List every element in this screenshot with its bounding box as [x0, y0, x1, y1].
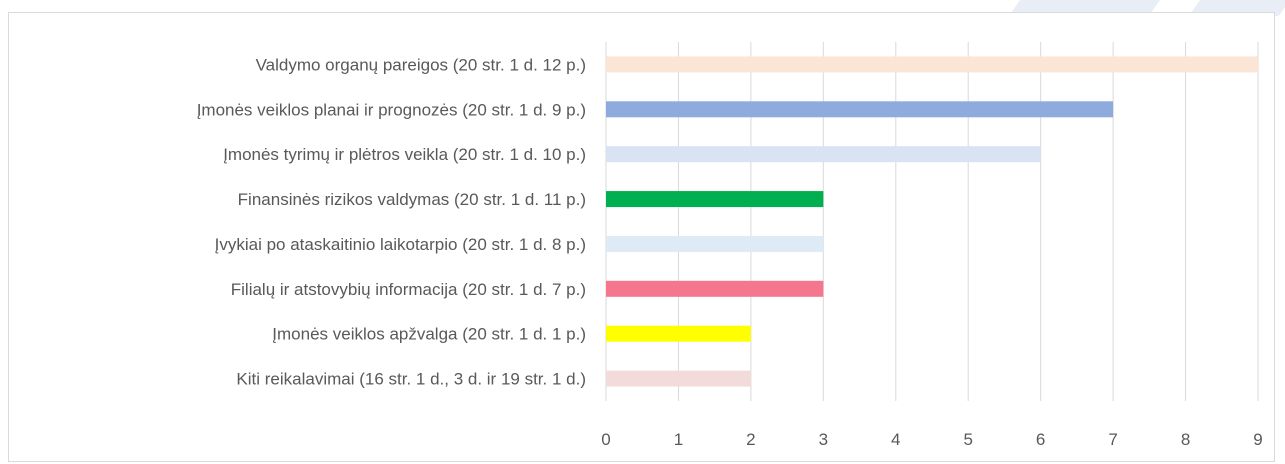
- x-tick-label: 9: [1253, 430, 1262, 449]
- x-tick-label: 0: [601, 430, 610, 449]
- x-tick-label: 7: [1108, 430, 1117, 449]
- x-tick-label: 1: [674, 430, 683, 449]
- category-label: Valdymo organų pareigos (20 str. 1 d. 12…: [256, 55, 586, 74]
- bar: [606, 101, 1114, 118]
- bar: [606, 146, 1041, 163]
- bar: [606, 191, 824, 208]
- bar: [606, 56, 1258, 73]
- bar: [606, 325, 751, 342]
- category-label: Įmonės tyrimų ir plėtros veikla (20 str.…: [223, 145, 586, 164]
- x-tick-label: 8: [1181, 430, 1190, 449]
- category-label: Kiti reikalavimai (16 str. 1 d., 3 d. ir…: [236, 370, 586, 389]
- x-tick-label: 2: [746, 430, 755, 449]
- bar: [606, 280, 824, 297]
- category-label: Filialų ir atstovybių informacija (20 st…: [231, 280, 586, 299]
- category-label: Įvykiai po ataskaitinio laikotarpio (20 …: [215, 235, 586, 254]
- x-tick-label: 6: [1036, 430, 1045, 449]
- category-label: Įmonės veiklos planai ir prognozės (20 s…: [197, 100, 586, 119]
- bar: [606, 235, 824, 252]
- x-tick-label: 5: [963, 430, 972, 449]
- bar: [606, 370, 751, 387]
- x-tick-label: 4: [891, 430, 900, 449]
- x-tick-label: 3: [819, 430, 828, 449]
- category-label: Finansinės rizikos valdymas (20 str. 1 d…: [238, 190, 586, 209]
- category-label: Įmonės veiklos apžvalga (20 str. 1 d. 1 …: [272, 325, 586, 344]
